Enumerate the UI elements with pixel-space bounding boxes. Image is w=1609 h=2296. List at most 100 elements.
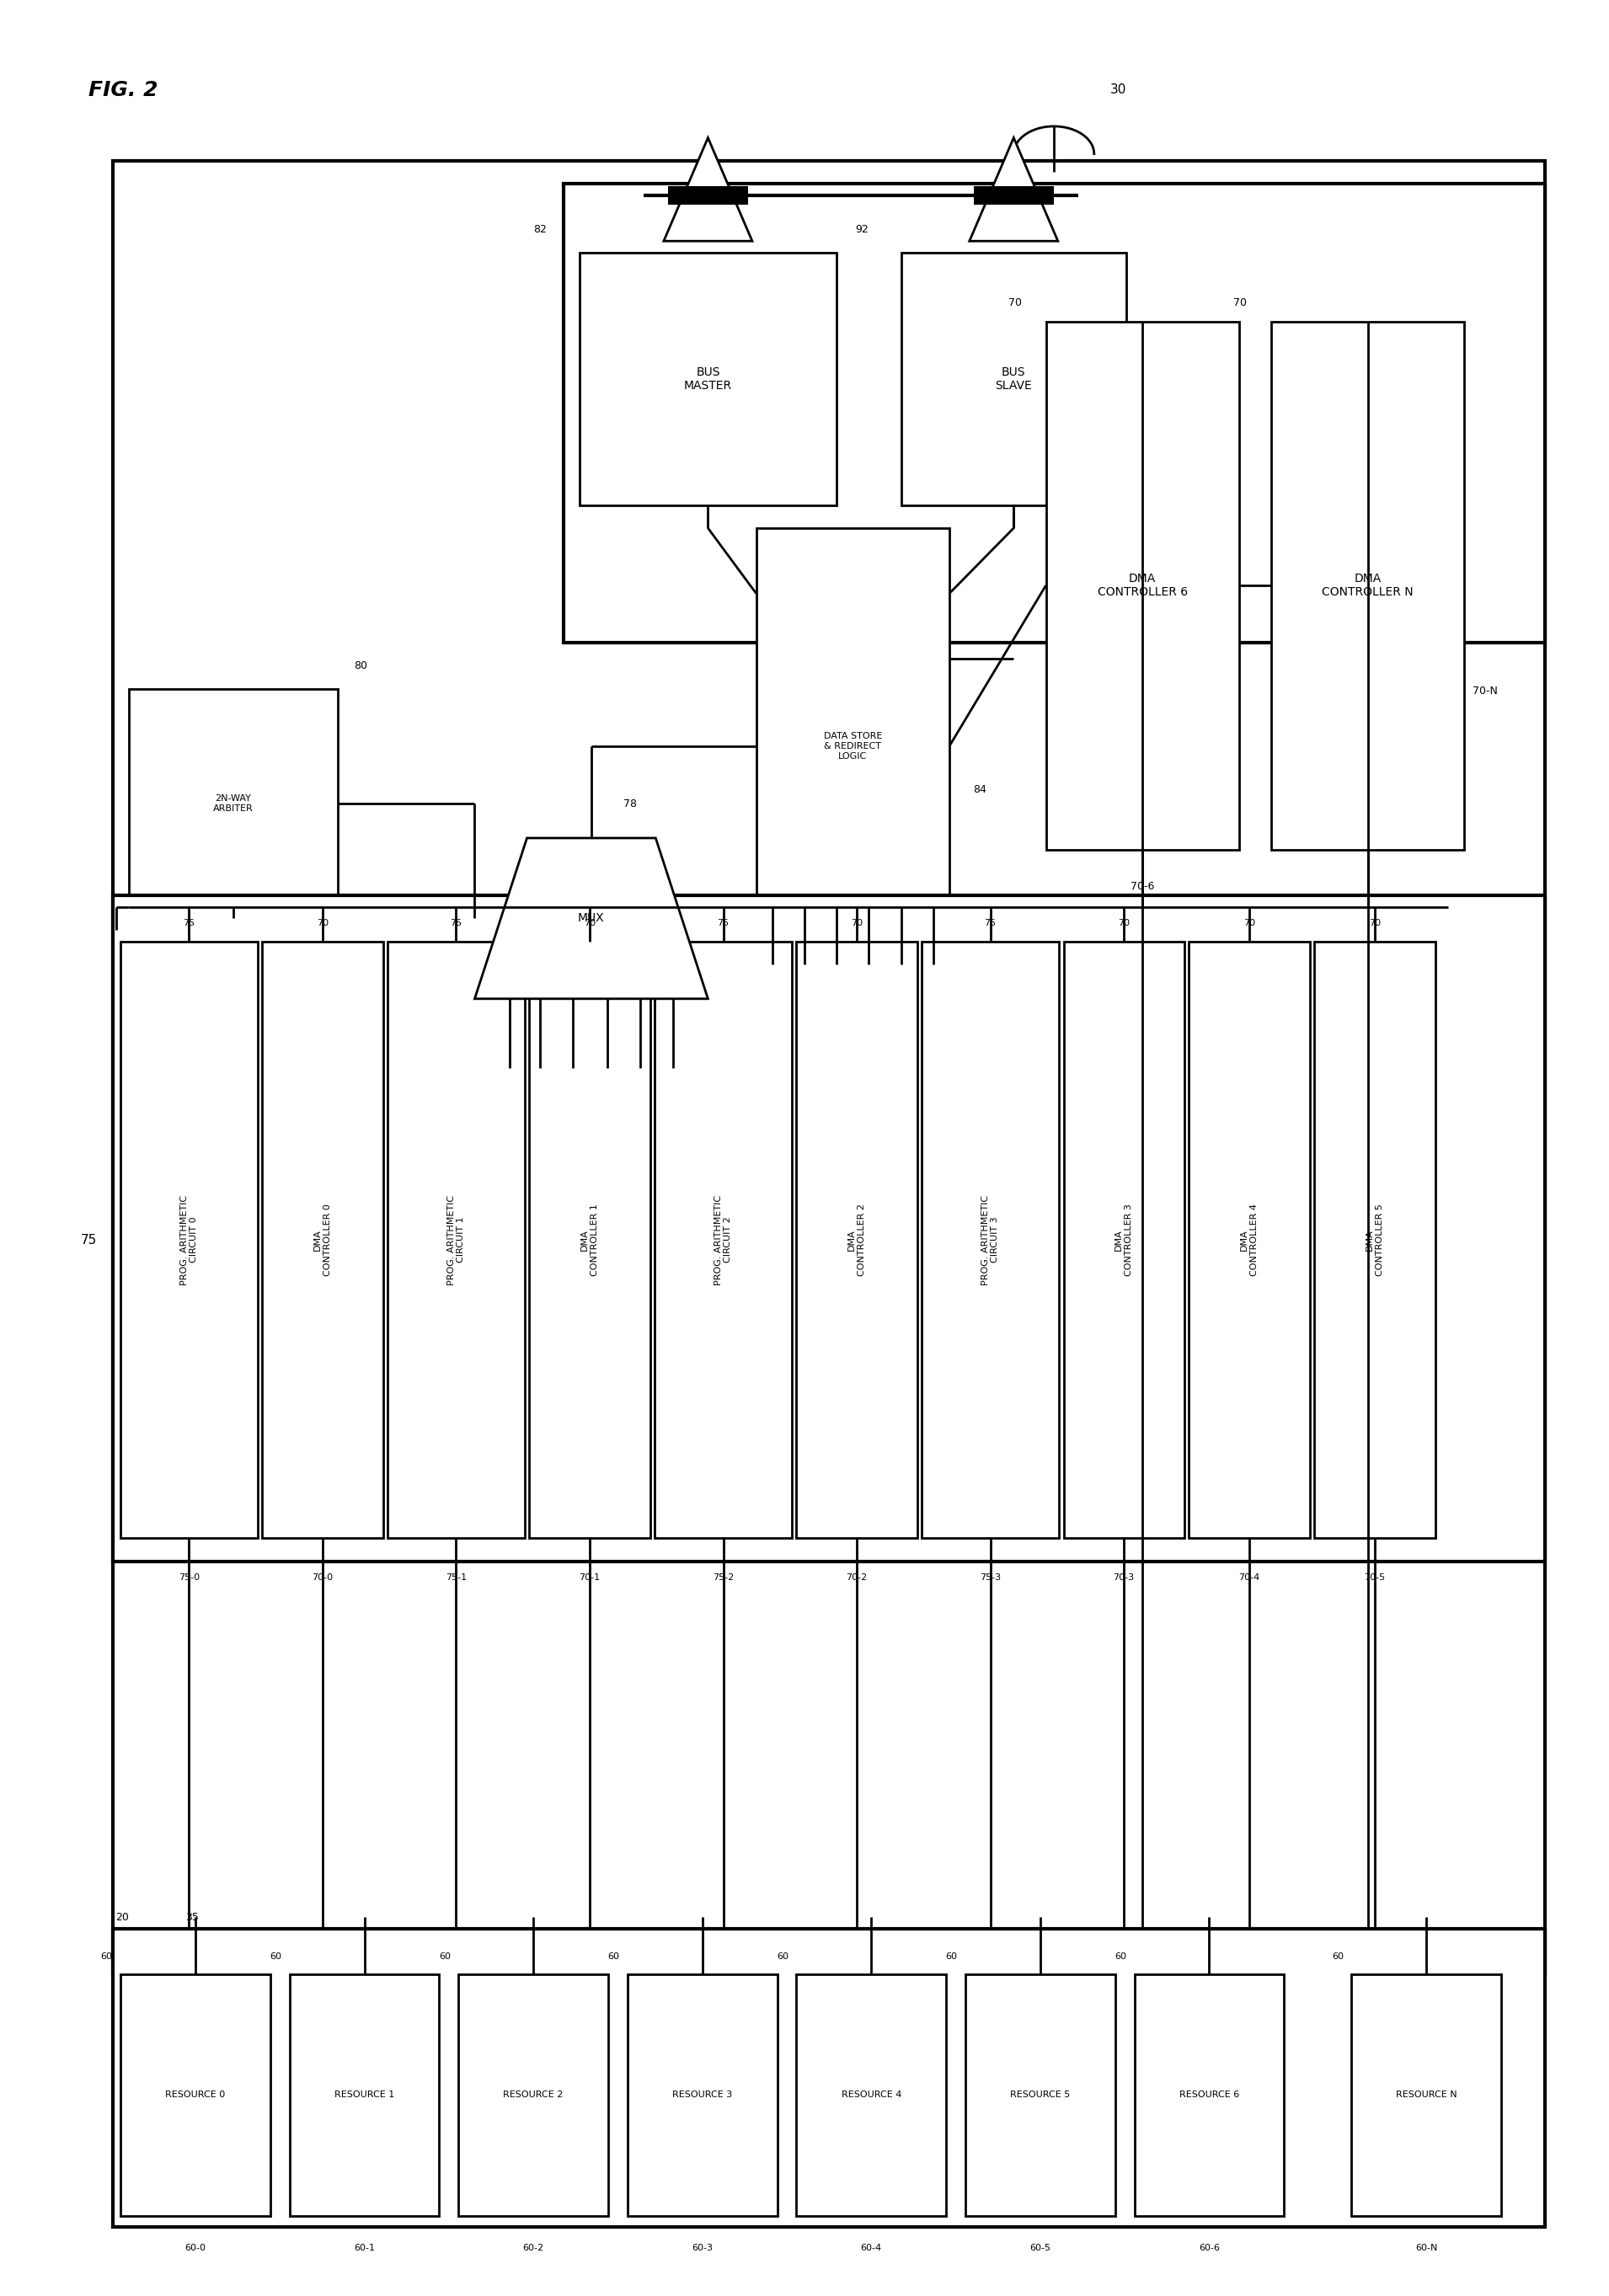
Text: DMA
CONTROLLER 3: DMA CONTROLLER 3 [1115,1203,1133,1277]
Bar [1046,321,1239,850]
Text: PROG. ARITHMETIC
CIRCUIT 3: PROG. ARITHMETIC CIRCUIT 3 [981,1194,999,1286]
Polygon shape [475,838,708,999]
Text: 70: 70 [1234,298,1247,308]
Text: 70-5: 70-5 [1364,1573,1385,1582]
Bar [901,253,1126,505]
Text: DMA
CONTROLLER 5: DMA CONTROLLER 5 [1366,1203,1384,1277]
Text: 30: 30 [1110,83,1126,96]
Bar [121,1975,270,2216]
Bar [1064,941,1184,1538]
Bar [529,941,650,1538]
Text: 60-2: 60-2 [523,2243,544,2252]
Bar [1134,1975,1284,2216]
Text: 60-6: 60-6 [1199,2243,1220,2252]
Text: 70-1: 70-1 [579,1573,600,1582]
Bar [655,941,792,1538]
Bar [1189,941,1310,1538]
Text: FIG. 2: FIG. 2 [88,80,158,101]
Text: RESOURCE 2: RESOURCE 2 [504,2092,563,2099]
Text: 60: 60 [101,1952,113,1961]
Text: 75: 75 [80,1233,97,1247]
Text: 60-1: 60-1 [354,2243,375,2252]
Bar [459,1975,608,2216]
Text: 60-5: 60-5 [1030,2243,1051,2252]
Bar [113,161,1545,1975]
Text: DMA
CONTROLLER 2: DMA CONTROLLER 2 [848,1203,866,1277]
Text: 75: 75 [183,918,195,928]
Bar [579,253,837,505]
Text: DATA STORE
& REDIRECT
LOGIC: DATA STORE & REDIRECT LOGIC [824,732,882,760]
Text: 70-0: 70-0 [312,1573,333,1582]
Text: 20: 20 [116,1913,129,1922]
Bar [388,941,525,1538]
Text: 70-3: 70-3 [1113,1573,1134,1582]
Text: DMA
CONTROLLER 4: DMA CONTROLLER 4 [1241,1203,1258,1277]
Text: 70-2: 70-2 [846,1573,867,1582]
Text: RESOURCE 3: RESOURCE 3 [673,2092,732,2099]
Polygon shape [663,138,753,241]
Text: 70-N: 70-N [1472,687,1498,696]
Text: 60-N: 60-N [1416,2243,1437,2252]
Bar [113,895,1545,1561]
Text: RESOURCE 4: RESOURCE 4 [842,2092,901,2099]
Text: PROG. ARITHMETIC
CIRCUIT 0: PROG. ARITHMETIC CIRCUIT 0 [180,1194,198,1286]
Bar [129,689,338,918]
Text: BUS
SLAVE: BUS SLAVE [996,365,1031,393]
Text: 60: 60 [777,1952,788,1961]
Bar [262,941,383,1538]
Text: 2N-WAY
ARBITER: 2N-WAY ARBITER [212,794,254,813]
Bar [922,941,1059,1538]
Text: 82: 82 [534,225,547,234]
Text: RESOURCE 5: RESOURCE 5 [1010,2092,1070,2099]
Text: 75: 75 [985,918,996,928]
Text: RESOURCE 1: RESOURCE 1 [335,2092,394,2099]
Text: PROG. ARITHMETIC
CIRCUIT 2: PROG. ARITHMETIC CIRCUIT 2 [714,1194,732,1286]
Text: 60: 60 [1332,1952,1344,1961]
Text: 60: 60 [946,1952,957,1961]
Bar [796,941,917,1538]
Polygon shape [970,138,1059,241]
Text: 80: 80 [354,661,367,670]
Text: 84: 84 [973,785,986,794]
Text: 70-4: 70-4 [1239,1573,1260,1582]
Text: RESOURCE N: RESOURCE N [1395,2092,1458,2099]
Text: DMA
CONTROLLER N: DMA CONTROLLER N [1323,572,1413,599]
Text: 60: 60 [270,1952,282,1961]
Text: 92: 92 [856,225,869,234]
Text: 75-2: 75-2 [713,1573,734,1582]
Text: 70: 70 [1009,298,1022,308]
Text: 60-0: 60-0 [185,2243,206,2252]
Text: 70: 70 [851,918,862,928]
Text: 75-0: 75-0 [179,1573,200,1582]
Text: DMA
CONTROLLER 1: DMA CONTROLLER 1 [581,1203,599,1277]
Text: 60-3: 60-3 [692,2243,713,2252]
Text: 70: 70 [1369,918,1381,928]
Bar [756,528,949,964]
Text: 70: 70 [584,918,595,928]
Bar [1352,1975,1501,2216]
Text: 70: 70 [317,918,328,928]
Text: 75: 75 [451,918,462,928]
Text: 70: 70 [1118,918,1130,928]
Text: 75-3: 75-3 [980,1573,1001,1582]
Text: 35: 35 [185,1913,198,1922]
Text: 75: 75 [718,918,729,928]
Text: MUX: MUX [578,912,605,925]
Bar [796,1975,946,2216]
Text: 60: 60 [608,1952,619,1961]
Bar [1271,321,1464,850]
Bar [965,1975,1115,2216]
Text: PROG. ARITHMETIC
CIRCUIT 1: PROG. ARITHMETIC CIRCUIT 1 [447,1194,465,1286]
Text: 70-6: 70-6 [1131,882,1154,891]
Text: RESOURCE 0: RESOURCE 0 [166,2092,225,2099]
Bar [668,186,748,204]
Text: 75-1: 75-1 [446,1573,467,1582]
Text: 60: 60 [439,1952,451,1961]
Bar [1315,941,1435,1538]
Text: 60-4: 60-4 [861,2243,882,2252]
Bar [290,1975,439,2216]
Bar [563,184,1545,643]
Text: RESOURCE 6: RESOURCE 6 [1179,2092,1239,2099]
Bar [113,1929,1545,2227]
Bar [121,941,257,1538]
